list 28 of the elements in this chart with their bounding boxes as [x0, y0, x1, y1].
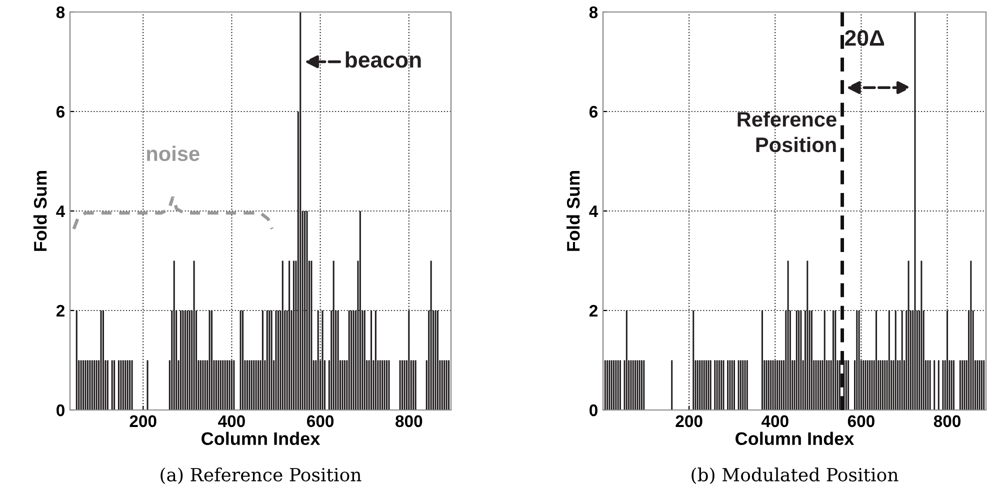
- y-tick-label: 4: [589, 206, 598, 218]
- x-tick-label: 400: [761, 415, 788, 428]
- x-tick-label: 200: [130, 415, 156, 428]
- y-tick-label: 6: [589, 106, 598, 118]
- x-tick-label: 600: [307, 415, 334, 428]
- y-tick-label: 2: [56, 304, 64, 317]
- x-tick-label: 400: [218, 415, 245, 428]
- x-axis-title: Column Index: [202, 432, 320, 446]
- y-tick-label: 0: [590, 404, 598, 416]
- y-tick-label: 2: [589, 304, 598, 317]
- text: (b) Modulated Position: [692, 468, 898, 484]
- y-tick-label: 8: [589, 6, 598, 18]
- annotation: 20Δ: [845, 30, 884, 46]
- text: (a) Reference Position: [160, 468, 362, 484]
- x-tick-label: 600: [848, 415, 874, 428]
- y-axis-title: Fold Sum: [566, 170, 580, 251]
- y-tick-label: 4: [56, 206, 66, 218]
- x-tick-label: 800: [396, 415, 422, 428]
- y-tick-label: 6: [56, 106, 65, 118]
- y-tick-label: 8: [56, 6, 65, 18]
- annotation: beacon: [346, 51, 421, 68]
- x-tick-label: 200: [676, 415, 702, 428]
- y-axis-title: Fold Sum: [33, 170, 47, 251]
- annotation: noise: [147, 146, 200, 162]
- x-axis-title: Column Index: [736, 432, 854, 446]
- ref-line-label: Reference Position: [738, 111, 836, 152]
- y-tick-label: 0: [56, 404, 64, 416]
- x-tick-label: 800: [934, 415, 960, 428]
